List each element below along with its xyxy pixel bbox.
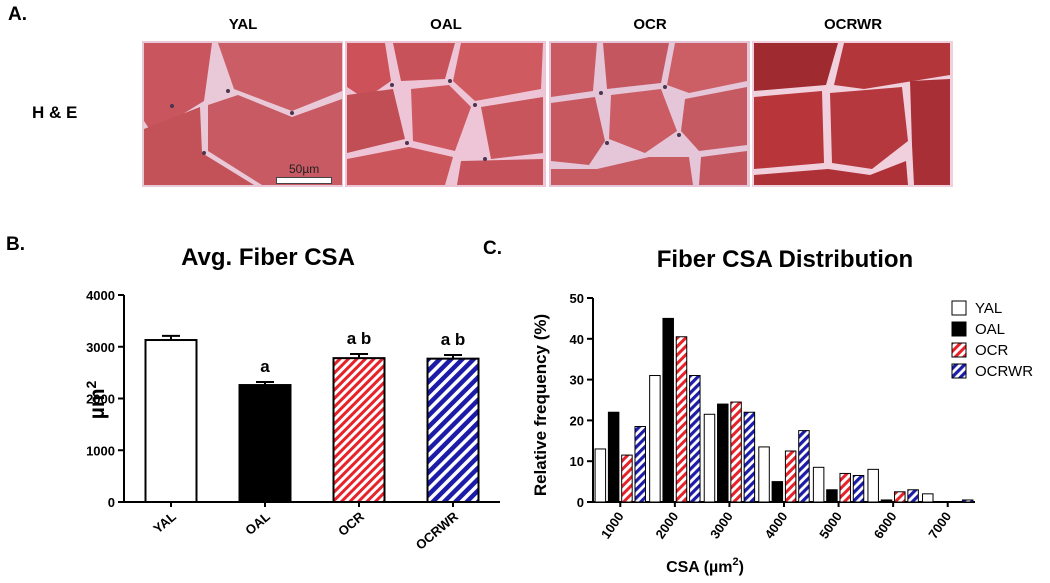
- chart-c-bar: [594, 448, 607, 503]
- column-label-oal: OAL: [430, 16, 462, 33]
- he-row-label: H & E: [32, 103, 78, 122]
- histology-ocrwr: [752, 41, 953, 187]
- he-image-yal: 50µm: [142, 41, 343, 187]
- chart-b-title: Avg. Fiber CSA: [181, 244, 355, 271]
- chart-c-legend-swatch: [951, 342, 967, 358]
- chart-c-bar: [607, 411, 620, 503]
- chart-c-ytick-label: 40: [570, 332, 584, 347]
- fiber-csa-distribution-chart: Fiber CSA Distribution Relative frequenc…: [531, 246, 1033, 576]
- column-label-ocr: OCR: [633, 16, 667, 33]
- chart-c-legend-label: OCR: [975, 342, 1009, 359]
- chart-c-title: Fiber CSA Distribution: [657, 246, 913, 273]
- chart-c-bar: [634, 426, 646, 503]
- chart-c-legend-label: OCRWR: [975, 363, 1033, 380]
- chart-b-ylabel-sup: 2: [83, 381, 99, 389]
- chart-c-xtick-label: 3000: [707, 509, 736, 541]
- chart-c-legend-label: YAL: [975, 300, 1002, 317]
- chart-b-xtick-label: OCR: [335, 508, 367, 538]
- chart-c-xtick-label: 2000: [652, 509, 681, 541]
- chart-c-bar: [675, 336, 688, 503]
- chart-c-xtick-label: 6000: [871, 509, 900, 541]
- chart-c-xtick-label: 4000: [762, 509, 791, 541]
- chart-b-xtick-label: YAL: [150, 509, 179, 536]
- chart-b-significance-label: a b: [441, 330, 466, 349]
- chart-c-bar: [730, 401, 742, 503]
- chart-c-xlabel-sup: 2: [732, 556, 738, 568]
- histology-ocr: [549, 41, 750, 187]
- he-image-ocrwr: [752, 41, 953, 187]
- chart-b-significance-label: a: [260, 357, 270, 376]
- chart-c-bar: [662, 317, 674, 503]
- he-image-ocr: [549, 41, 750, 187]
- chart-c-bar: [771, 481, 784, 503]
- chart-c-legend-swatch: [951, 363, 967, 379]
- chart-c-bar: [867, 468, 879, 503]
- chart-b-ytick-label: 1000: [86, 443, 115, 458]
- chart-c-ylabel: Relative frequency (%): [531, 314, 550, 496]
- chart-c-bar: [758, 446, 770, 503]
- chart-c-bar: [826, 489, 838, 503]
- chart-b-ylabel-unit: µm: [86, 389, 109, 420]
- chart-c-bar: [784, 450, 797, 503]
- chart-c-bar: [621, 454, 633, 503]
- chart-c-bar: [852, 474, 865, 503]
- chart-c-bar: [894, 491, 906, 503]
- chart-c-legend-swatch: [951, 321, 967, 337]
- scale-bar: [276, 177, 332, 184]
- histology-yal: [142, 41, 343, 187]
- chart-b-xtick-label: OCRWR: [413, 508, 462, 552]
- chart-c-bar: [717, 403, 729, 503]
- chart-c-xlabel: CSA (µm2): [666, 556, 744, 576]
- chart-c-xlabel-main: CSA (µm: [666, 559, 732, 576]
- avg-fiber-csa-chart: Avg. Fiber CSA µm2 0 1000 2000 3000 4000 YAL O…: [83, 244, 500, 553]
- chart-b-xtick-label: OAL: [242, 509, 273, 538]
- scale-bar-label: 50µm: [289, 162, 320, 176]
- chart-c-ytick-label: 50: [570, 291, 584, 306]
- chart-c-bar: [649, 375, 661, 503]
- chart-c-ytick-label: 10: [570, 454, 584, 469]
- chart-c-bar: [880, 499, 893, 503]
- column-label-ocrwr: OCRWR: [823, 16, 883, 33]
- chart-b-ytick-label: 3000: [86, 340, 115, 355]
- chart-b-significance-label: a b: [347, 329, 372, 348]
- chart-b-bar: [238, 384, 292, 503]
- chart-c-xtick-label: 5000: [816, 509, 845, 541]
- panel-a-letter: A.: [8, 4, 27, 25]
- chart-c-xtick-label: 1000: [598, 509, 627, 541]
- histology-oal: [345, 41, 546, 187]
- chart-c-bar: [839, 472, 851, 503]
- chart-c-bar: [703, 413, 716, 503]
- chart-b-ytick-label: 0: [108, 495, 115, 510]
- chart-c-bar: [743, 411, 756, 503]
- chart-b-bar: [332, 357, 386, 503]
- chart-b-ytick-label: 4000: [86, 288, 115, 303]
- chart-c-bar: [922, 493, 934, 503]
- chart-c-xtick-label: 7000: [925, 509, 954, 541]
- panel-c-letter: C.: [483, 238, 502, 259]
- chart-b-ylabel: µm2: [83, 381, 109, 420]
- chart-c-ytick-label: 20: [570, 413, 584, 428]
- chart-b-bar: [144, 339, 198, 503]
- chart-c-bar: [907, 489, 919, 503]
- chart-c-ytick-label: 0: [577, 495, 584, 510]
- chart-b-ytick-label: 2000: [86, 392, 115, 407]
- chart-c-bar: [798, 430, 810, 503]
- chart-c-bar: [961, 499, 974, 503]
- column-label-yal: YAL: [228, 16, 258, 33]
- chart-c-legend-label: OAL: [975, 321, 1005, 338]
- chart-c-bar: [689, 375, 701, 503]
- chart-c-legend-swatch: [951, 300, 967, 316]
- chart-c-xlabel-suffix: ): [739, 559, 744, 576]
- chart-c-bar: [812, 466, 825, 503]
- he-image-oal: [345, 41, 546, 187]
- chart-b-bar: [426, 357, 480, 503]
- panel-b-letter: B.: [6, 234, 25, 255]
- chart-c-ytick-label: 30: [570, 373, 584, 388]
